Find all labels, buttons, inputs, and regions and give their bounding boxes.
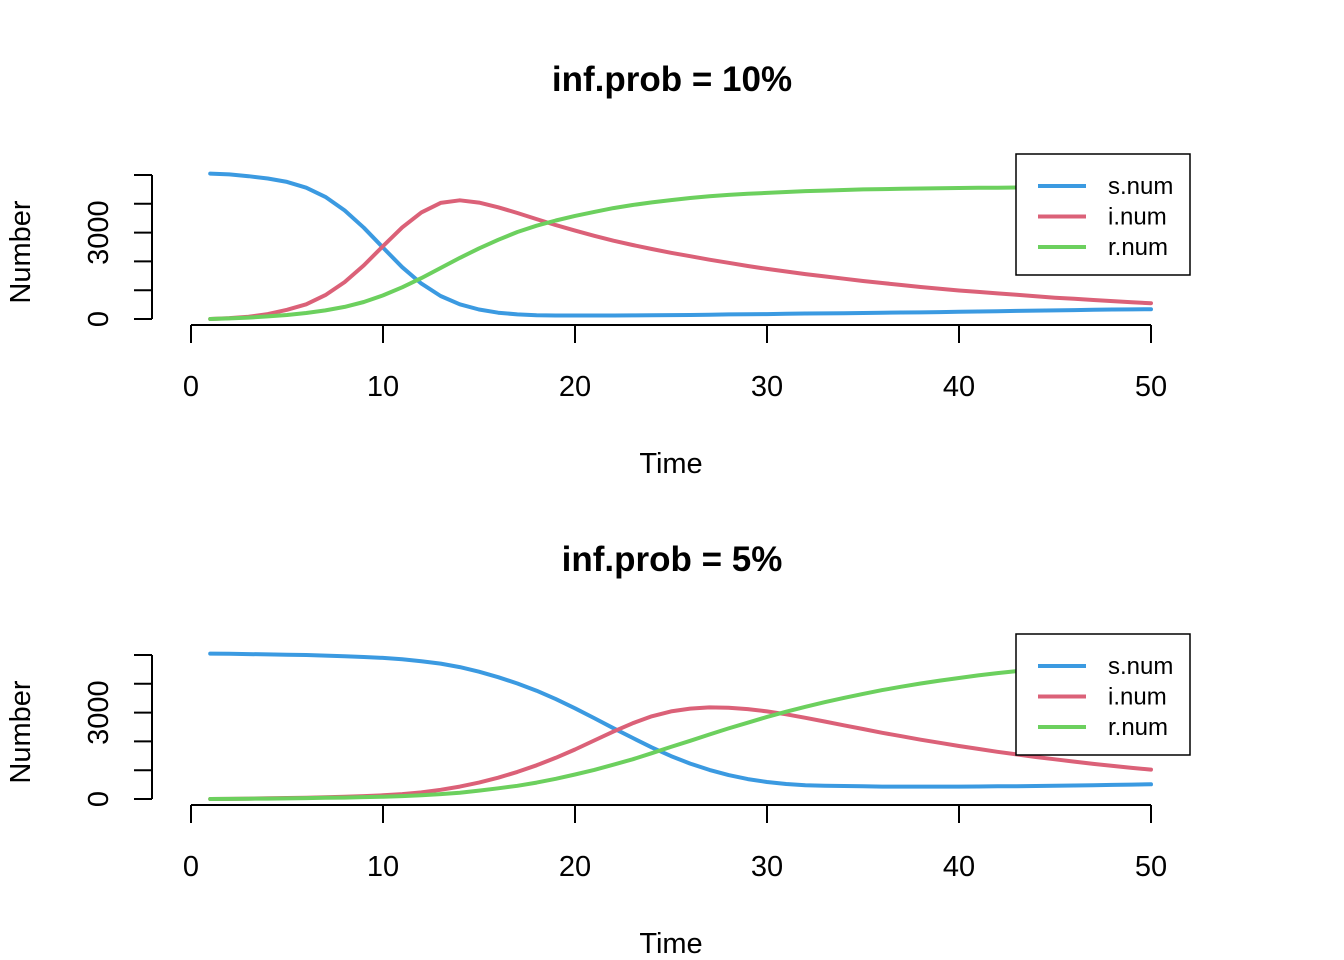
series-line-s-num [208, 171, 1153, 318]
series-line-r-num [208, 184, 1153, 321]
x-axis-label: Time [639, 448, 702, 480]
chart-panel-1: inf.prob = 10% 0 10 20 30 40 50 Time 0 3000 Number… [5, 60, 1191, 480]
x-axis-label: Time [639, 928, 702, 960]
legend: s.num i.num r.num [1015, 633, 1191, 756]
legend-label: i.num [1108, 204, 1167, 231]
chart-panel-2: inf.prob = 5% 0 10 20 30 40 50 Time 0 3000 Number s… [5, 540, 1191, 960]
series-line-r-num [208, 657, 1153, 801]
chart-title: inf.prob = 10% [552, 60, 792, 99]
legend-label: i.num [1108, 684, 1167, 711]
legend: s.num i.num r.num [1015, 153, 1191, 276]
y-axis-label: Number [5, 200, 37, 303]
legend-label: s.num [1108, 173, 1173, 200]
x-tick-label: 20 [559, 851, 591, 883]
chart-title: inf.prob = 5% [562, 540, 783, 579]
x-tick-label: 20 [559, 371, 591, 403]
x-tick-label: 10 [367, 371, 399, 403]
x-tick-label: 40 [943, 371, 975, 403]
x-tick-label: 50 [1135, 851, 1167, 883]
x-tick-label: 0 [183, 371, 199, 403]
y-tick-label: 0 [83, 791, 115, 807]
y-axis-label: Number [5, 680, 37, 783]
y-tick-label: 3000 [83, 680, 115, 745]
x-tick-label: 50 [1135, 371, 1167, 403]
y-tick-label: 3000 [83, 200, 115, 265]
legend-label: s.num [1108, 653, 1173, 680]
x-tick-label: 0 [183, 851, 199, 883]
series-line-i-num [208, 198, 1153, 321]
x-tick-label: 30 [751, 371, 783, 403]
legend-label: r.num [1108, 234, 1168, 261]
x-tick-label: 10 [367, 851, 399, 883]
x-tick-label: 30 [751, 851, 783, 883]
x-tick-label: 40 [943, 851, 975, 883]
series-line-s-num [208, 651, 1153, 789]
y-tick-label: 0 [83, 311, 115, 327]
legend-label: r.num [1108, 714, 1168, 741]
